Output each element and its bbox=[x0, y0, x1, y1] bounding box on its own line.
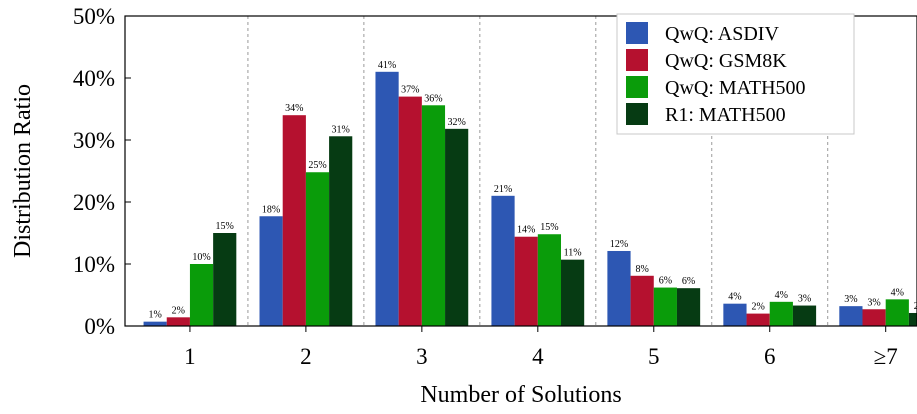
bar bbox=[653, 287, 677, 326]
bar bbox=[189, 264, 214, 326]
data-label: 4% bbox=[891, 287, 904, 298]
legend-swatch bbox=[626, 103, 648, 125]
y-tick-label: 0% bbox=[84, 314, 115, 339]
bar bbox=[885, 299, 909, 326]
y-tick-label: 30% bbox=[73, 128, 115, 153]
bar bbox=[514, 236, 538, 326]
legend-entry: QwQ: ASDIV bbox=[665, 23, 779, 45]
bar bbox=[862, 309, 886, 326]
bar bbox=[259, 216, 283, 326]
y-axis-ticks: 0% 10% 20% 30% 40% 50% bbox=[73, 4, 131, 339]
y-tick-label: 50% bbox=[73, 4, 115, 29]
y-tick-label: 40% bbox=[73, 66, 115, 91]
plot-frame bbox=[124, 15, 917, 327]
data-label: 15% bbox=[216, 221, 234, 232]
data-label: 32% bbox=[447, 117, 465, 128]
bar bbox=[445, 128, 469, 326]
data-label: 31% bbox=[332, 124, 350, 135]
data-label: 12% bbox=[610, 239, 628, 250]
data-label: 10% bbox=[192, 252, 210, 263]
bar bbox=[375, 71, 399, 326]
x-tick-label: 1 bbox=[184, 344, 196, 369]
data-label: 34% bbox=[285, 103, 303, 114]
data-label: 14% bbox=[517, 225, 535, 236]
data-label: 3% bbox=[867, 297, 880, 308]
x-tick-label: 4 bbox=[532, 344, 544, 369]
y-tick-label: 10% bbox=[73, 252, 115, 277]
bar bbox=[329, 136, 353, 326]
bar bbox=[166, 317, 190, 326]
x-axis-label: Number of Solutions bbox=[420, 382, 621, 408]
bar bbox=[792, 305, 817, 326]
bar bbox=[305, 172, 330, 326]
bar bbox=[746, 313, 770, 326]
bar bbox=[421, 105, 446, 326]
data-label: 2% bbox=[914, 301, 917, 312]
bar bbox=[630, 275, 654, 326]
bar bbox=[282, 115, 306, 326]
bar bbox=[676, 288, 701, 326]
category-separators bbox=[247, 16, 829, 326]
bar bbox=[561, 259, 585, 326]
bar bbox=[839, 306, 863, 326]
data-label: 4% bbox=[775, 290, 788, 301]
data-label: 2% bbox=[172, 305, 185, 316]
data-label: 37% bbox=[401, 85, 419, 96]
data-label: 3% bbox=[798, 294, 811, 305]
data-label: 25% bbox=[308, 160, 326, 171]
legend-swatch bbox=[626, 49, 648, 71]
data-label: 3% bbox=[844, 294, 857, 305]
legend-swatch bbox=[626, 76, 648, 98]
bar bbox=[723, 303, 747, 326]
data-label: 18% bbox=[262, 204, 280, 215]
bar bbox=[213, 233, 237, 326]
y-axis-label: Distribution Ratio bbox=[10, 84, 36, 258]
bar bbox=[769, 301, 793, 326]
data-labels: 1% 2% 10% 15% 18% 34% 25% 31% 41% 37% 36% 32% 21% 14%… bbox=[148, 60, 917, 321]
bars bbox=[143, 71, 917, 326]
x-tick-label: 3 bbox=[416, 344, 428, 369]
legend-entry: R1: MATH500 bbox=[665, 104, 786, 126]
x-tick-label: 6 bbox=[764, 344, 776, 369]
y-tick-label: 20% bbox=[73, 190, 115, 215]
data-label: 15% bbox=[540, 222, 558, 233]
legend-box bbox=[616, 13, 855, 135]
data-label: 36% bbox=[424, 93, 442, 104]
data-label: 8% bbox=[636, 264, 649, 275]
bar bbox=[537, 234, 562, 326]
data-label: 6% bbox=[682, 276, 695, 287]
data-label: 6% bbox=[659, 276, 672, 287]
x-tick-label: ≥7 bbox=[874, 344, 898, 369]
data-label: 2% bbox=[751, 302, 764, 313]
bar bbox=[491, 195, 515, 326]
bar bbox=[143, 321, 167, 326]
x-axis-ticks: 1 2 3 4 5 6 ≥7 bbox=[184, 326, 898, 369]
legend-swatch bbox=[626, 22, 648, 44]
data-label: 41% bbox=[378, 60, 396, 71]
data-label: 11% bbox=[564, 248, 582, 259]
legend-entry: QwQ: GSM8K bbox=[665, 50, 787, 72]
data-label: 21% bbox=[494, 184, 512, 195]
legend-entry: QwQ: MATH500 bbox=[665, 77, 806, 99]
x-tick-label: 5 bbox=[648, 344, 660, 369]
bar bbox=[398, 96, 422, 326]
bar bbox=[607, 250, 631, 326]
x-tick-label: 2 bbox=[300, 344, 312, 369]
bar bbox=[908, 312, 917, 326]
legend: QwQ: ASDIV QwQ: GSM8K QwQ: MATH500 R1: MATH… bbox=[616, 13, 855, 135]
data-label: 4% bbox=[728, 292, 741, 303]
data-label: 1% bbox=[148, 310, 161, 321]
